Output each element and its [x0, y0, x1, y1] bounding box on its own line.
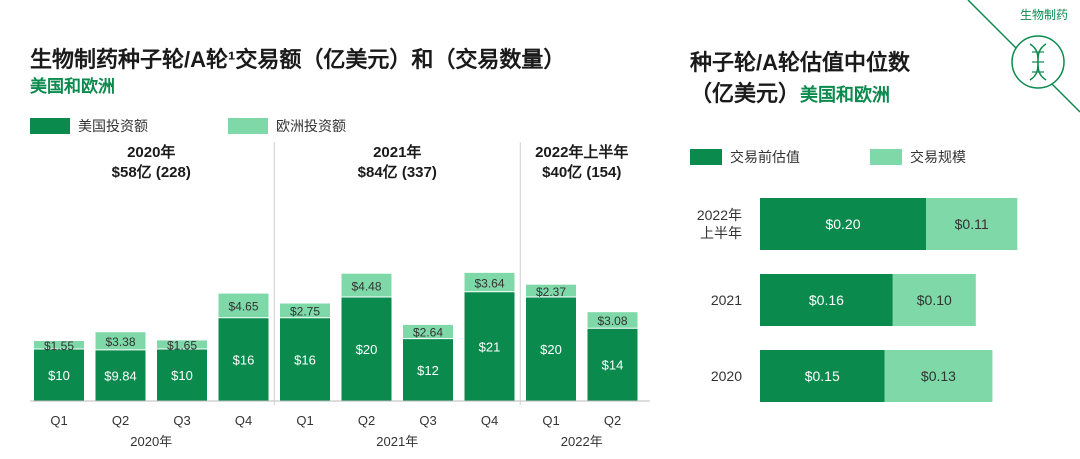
bar-us-6	[403, 338, 453, 401]
group-year-label-1: 2021年	[376, 434, 418, 449]
bar-eu-3	[218, 293, 269, 318]
bar-us-9	[587, 328, 638, 401]
legend-label-premoney: 交易前估值	[730, 149, 800, 165]
bar-label-eu-0: $1.55	[44, 339, 74, 353]
bar-eu-0	[34, 340, 84, 349]
legend-swatch-premoney	[690, 149, 722, 165]
tick-label-0: Q1	[50, 413, 67, 428]
bar-label-eu-9: $3.08	[597, 314, 627, 328]
bar-label-eu-3: $4.65	[228, 300, 258, 314]
bar-label-us-0: $10	[48, 368, 70, 383]
bar-eu-5	[341, 273, 392, 297]
bar-label-eu-6: $2.64	[413, 326, 443, 340]
right-chart-title: 种子轮/A轮估值中位数	[690, 50, 911, 75]
corner-category-label: 生物制药	[1019, 8, 1068, 22]
group-summary-1: $84亿 (337)	[358, 163, 437, 181]
group-year-label-0: 2020年	[130, 434, 172, 449]
right-chart-title-line2: （亿美元）美国和欧洲	[690, 76, 890, 108]
bar-eu-2	[157, 340, 207, 349]
right-chart-subtitle: 美国和欧洲	[800, 85, 891, 105]
right-legend: 交易前估值 交易规模	[690, 147, 966, 167]
bar-us-1	[95, 349, 146, 401]
legend-swatch-us	[30, 118, 70, 134]
hbar-category-1-0: 2021	[711, 292, 742, 308]
hbar-category-0-0: 2022年	[697, 207, 742, 223]
legend-label-us: 美国投资额	[78, 118, 148, 134]
hbar-premoney-1	[760, 274, 893, 326]
bar-label-eu-8: $2.37	[536, 285, 566, 299]
bar-label-eu-4: $2.75	[290, 305, 320, 319]
bar-eu-9	[587, 312, 638, 329]
bar-us-0	[34, 349, 84, 401]
group-summary-2: $40亿 (154)	[542, 163, 621, 181]
bar-us-5	[341, 297, 392, 401]
legend-label-dealsize: 交易规模	[910, 149, 966, 165]
left-legend: 美国投资额 欧洲投资额	[30, 116, 346, 136]
bar-label-us-7: $21	[479, 339, 501, 354]
bar-label-eu-1: $3.38	[105, 335, 135, 349]
tick-label-1: Q2	[112, 413, 129, 428]
bar-label-eu-5: $4.48	[351, 279, 381, 293]
group-year-label-2: 2022年	[561, 434, 603, 449]
bar-us-4	[280, 317, 330, 401]
tick-label-9: Q2	[604, 413, 621, 428]
left-chart-subtitle: 美国和欧洲	[30, 77, 115, 96]
tick-label-5: Q2	[358, 413, 375, 428]
group-summary-0: $58亿 (228)	[112, 163, 191, 181]
hbar-category-0-1: 上半年	[700, 225, 742, 241]
tick-label-6: Q3	[419, 413, 436, 428]
legend-label-eu: 欧洲投资额	[276, 118, 346, 134]
bar-label-us-5: $20	[356, 342, 378, 357]
left-chart-title: 生物制药种子轮/A轮¹交易额（亿美元）和（交易数量）	[30, 47, 566, 72]
hbar-label-dealsize-2: $0.13	[921, 368, 956, 384]
bar-label-us-3: $16	[233, 352, 255, 367]
group-header-0: 2020年	[127, 143, 175, 161]
hbar-label-dealsize-0: $0.11	[955, 216, 989, 232]
group-header-2: 2022年上半年	[535, 143, 628, 161]
tick-label-4: Q1	[296, 413, 313, 428]
bar-eu-1	[95, 332, 146, 350]
bar-us-3	[218, 317, 269, 401]
hbar-category-2-0: 2020	[711, 368, 742, 384]
hbar-dealsize-1	[892, 274, 976, 326]
right-chart-unit: （亿美元）	[690, 81, 801, 106]
bar-label-us-8: $20	[540, 342, 562, 357]
group-header-1: 2021年	[373, 143, 421, 161]
tick-label-8: Q1	[542, 413, 559, 428]
bar-eu-8	[526, 284, 576, 297]
hbar-label-premoney-1: $0.16	[809, 292, 844, 308]
legend-swatch-eu	[228, 118, 268, 134]
hbar-premoney-2	[760, 350, 885, 402]
bar-label-us-1: $9.84	[104, 368, 137, 383]
hbar-label-premoney-0: $0.20	[825, 216, 860, 232]
hbar-label-premoney-2: $0.15	[805, 368, 840, 384]
hbar-dealsize-2	[884, 350, 993, 402]
hbar-dealsize-0	[926, 198, 1018, 250]
bar-us-2	[157, 349, 207, 401]
tick-label-3: Q4	[235, 413, 252, 428]
bar-label-us-4: $16	[294, 352, 316, 367]
bar-us-7	[464, 291, 515, 401]
hbar-premoney-0	[760, 198, 926, 250]
tick-label-2: Q3	[173, 413, 190, 428]
bar-label-us-9: $14	[602, 358, 624, 373]
bar-us-8	[526, 297, 576, 401]
bar-eu-7	[464, 272, 515, 292]
bar-label-eu-2: $1.65	[167, 339, 197, 353]
bar-label-us-6: $12	[417, 363, 439, 378]
bar-eu-4	[280, 303, 330, 318]
hbar-label-dealsize-1: $0.10	[917, 292, 952, 308]
tick-label-7: Q4	[481, 413, 498, 428]
bar-eu-6	[403, 324, 453, 339]
legend-swatch-dealsize	[870, 149, 902, 165]
bar-label-eu-7: $3.64	[474, 276, 504, 290]
bar-label-us-2: $10	[171, 368, 193, 383]
